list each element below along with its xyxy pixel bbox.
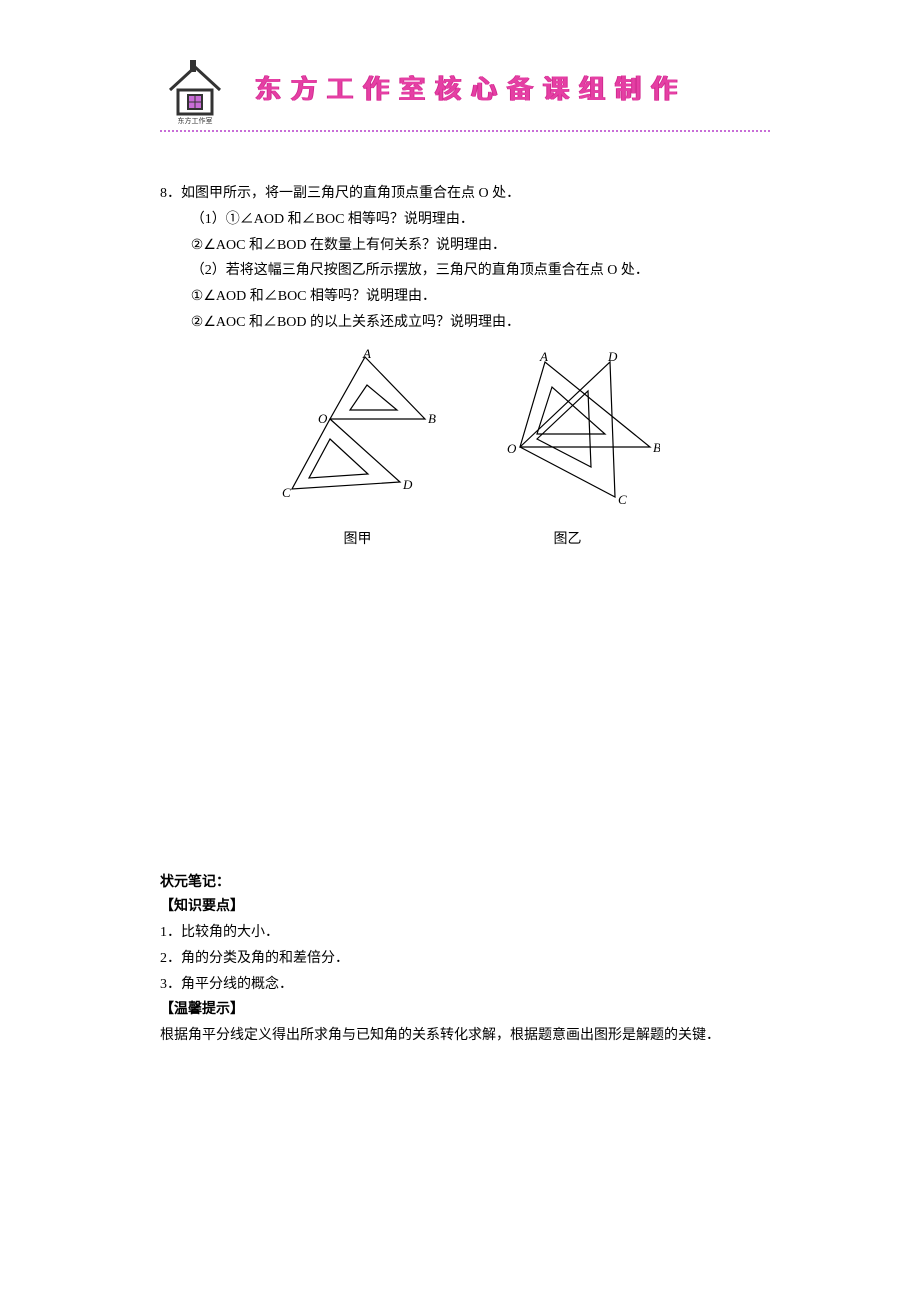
figure-yi-label-d: D	[607, 349, 618, 364]
figure-jia-label-a: A	[362, 347, 371, 361]
notes-kp2: 2．角的分类及角的和差倍分．	[160, 947, 770, 971]
header-banner: 东方工作室 东方工作室核心备课组制作	[160, 50, 770, 132]
figure-yi-label-o: O	[507, 441, 517, 456]
question-sub-1-1: （1）①∠AOD 和∠BOC 相等吗？说明理由．	[160, 208, 770, 232]
figure-jia-label-o: O	[318, 411, 328, 426]
question-sub-2-2: ②∠AOC 和∠BOD 的以上关系还成立吗？说明理由．	[160, 311, 770, 335]
notes-heading: 状元笔记：	[160, 871, 770, 895]
figure-jia-label-c: C	[282, 485, 291, 500]
figure-yi-label-a: A	[539, 349, 548, 364]
studio-logo: 东方工作室	[160, 55, 230, 125]
notes-keypoints-label: 【知识要点】	[160, 895, 770, 919]
figure-jia-label-d: D	[402, 477, 413, 492]
figure-jia-label-b: B	[428, 411, 436, 426]
question-intro: 8．如图甲所示，将一副三角尺的直角顶点重合在点 O 处．	[160, 182, 770, 206]
figures-row: A B O C D 图甲	[160, 347, 770, 552]
question-sub-1-2: ②∠AOC 和∠BOD 在数量上有何关系？说明理由．	[160, 234, 770, 258]
notes-kp1: 1．比较角的大小．	[160, 921, 770, 945]
notes-hint-text: 根据角平分线定义得出所求角与已知角的关系转化求解，根据题意画出图形是解题的关键．	[160, 1024, 770, 1048]
figure-yi: A D O B C 图乙	[475, 347, 660, 552]
figure-yi-label-c: C	[618, 492, 627, 507]
banner-title: 东方工作室核心备课组制作	[255, 68, 687, 112]
document-page: 东方工作室 东方工作室核心备课组制作 8．如图甲所示，将一副三角尺的直角顶点重合…	[0, 0, 920, 1302]
figure-yi-label-b: B	[653, 440, 660, 455]
logo-subtext: 东方工作室	[178, 116, 213, 125]
figure-jia: A B O C D 图甲	[270, 347, 445, 552]
question-intro-text: 如图甲所示，将一副三角尺的直角顶点重合在点 O 处．	[181, 186, 520, 201]
question-block: 8．如图甲所示，将一副三角尺的直角顶点重合在点 O 处． （1）①∠AOD 和∠…	[160, 182, 770, 551]
notes-hint-label: 【温馨提示】	[160, 998, 770, 1022]
question-number: 8．	[160, 186, 181, 201]
question-sub-2: （2）若将这幅三角尺按图乙所示摆放，三角尺的直角顶点重合在点 O 处．	[160, 259, 770, 283]
notes-kp3: 3．角平分线的概念．	[160, 973, 770, 997]
figure-jia-caption: 图甲	[270, 528, 445, 552]
figure-yi-caption: 图乙	[475, 528, 660, 552]
notes-section: 状元笔记： 【知识要点】 1．比较角的大小． 2．角的分类及角的和差倍分． 3．…	[160, 871, 770, 1048]
question-sub-2-1: ①∠AOD 和∠BOC 相等吗？说明理由．	[160, 285, 770, 309]
